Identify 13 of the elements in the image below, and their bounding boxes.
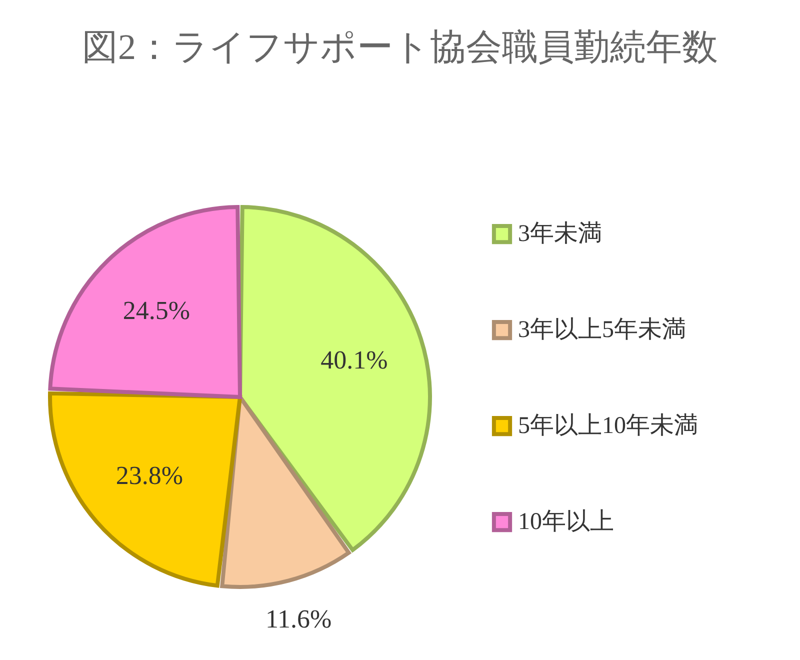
pie-slice xyxy=(48,391,242,588)
legend-label: 10年以上 xyxy=(518,509,614,535)
legend-label: 5年以上10年未満 xyxy=(518,413,698,439)
pie-slice xyxy=(48,205,242,399)
chart-title: 図2：ライフサポート協会職員勤続年数 xyxy=(82,27,718,67)
data-label: 24.5% xyxy=(122,296,190,325)
pie-slice xyxy=(238,205,432,552)
data-label: 23.8% xyxy=(116,460,184,490)
pie-slice xyxy=(220,395,351,589)
data-label: 11.6% xyxy=(265,604,332,634)
legend-label: 3年以上5年未満 xyxy=(518,317,686,343)
data-label: 40.1% xyxy=(320,345,388,374)
legend-label: 3年未満 xyxy=(518,221,602,247)
